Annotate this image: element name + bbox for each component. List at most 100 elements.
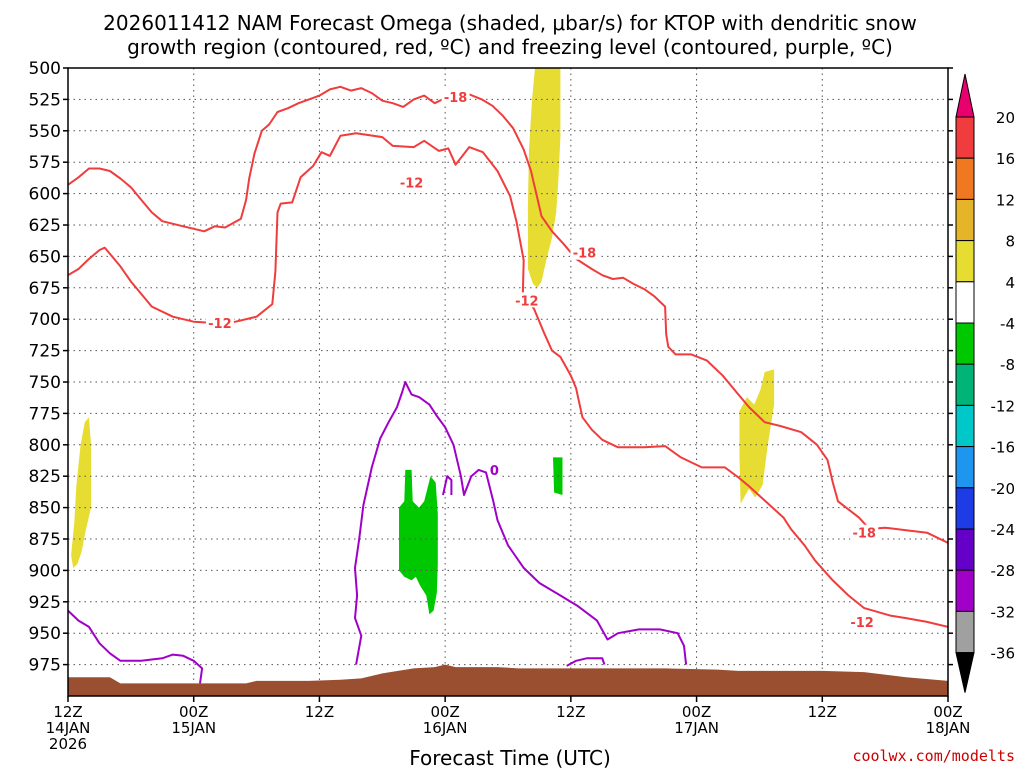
contour-label-bg-7 [488,461,501,477]
x-tick-label-3-1: 00Z [430,703,459,721]
colorbar-segment-4 [955,281,975,324]
contour-label-5: -18 [852,527,876,542]
colorbar-label-13: -36 [991,645,1016,663]
colorbar-segment-7 [955,404,975,448]
y-tick-label-700: 700 [29,310,61,330]
y-tick-label-775: 775 [29,404,61,424]
colorbar-label-9: -20 [991,480,1016,498]
chart-title-line1: 2026011412 NAM Forecast Omega (shaded, μ… [103,11,917,35]
contour-label-bg-0 [205,314,234,330]
x-tick-label-6-1: 12Z [808,703,837,721]
y-tick-label-850: 850 [29,499,61,519]
contour-label-bg-2 [441,88,470,104]
freezing-0-surface [566,657,606,667]
x-tick-label-1-1: 00Z [179,703,208,721]
colorbar-label-3: 8 [1005,233,1015,251]
colorbar-segment-12 [955,610,975,654]
y-tick-label-525: 525 [29,90,61,110]
x-tick-label-0-3: 2026 [49,735,87,753]
freezing-0-small-loop [442,475,453,496]
y-tick-label-750: 750 [29,373,61,393]
y-tick-label-575: 575 [29,153,61,173]
y-axis: 500 525 550 575 600 625 650 675 700 725 750 775 800 8… [29,59,953,676]
contour-label-0: -12 [208,317,232,332]
colorbar-segment-8 [955,446,975,489]
colorbar-label-0: 20 [996,109,1015,127]
chart-title-line2: growth region (contoured, red, ºC) and f… [127,35,893,59]
contour-layer [68,85,948,684]
colorbar-segment-1 [955,157,975,200]
contour-label-6: -12 [850,616,874,631]
contour-label-1: -12 [400,176,424,191]
omega-yellow-early [71,417,91,568]
colorbar-top-triangle [955,73,975,118]
x-tick-label-2-1: 12Z [305,703,334,721]
omega-yellow-late [739,369,775,504]
x-tick-label-5-1: 00Z [682,703,711,721]
y-tick-label-625: 625 [29,216,61,236]
x-tick-label-5-2: 17JAN [674,719,719,737]
contour-label-layer: -12 -12 -18 -18 -12 -18 -12 0 [205,88,879,631]
omega-shading-layer [71,68,775,615]
dgz-minus12-line [68,132,948,628]
colorbar-label-5: -4 [1000,315,1015,333]
omega-green-main [399,469,438,615]
y-tick-label-725: 725 [29,342,61,362]
contour-label-2: -18 [444,91,468,106]
colorbar-segment-6 [955,363,975,406]
y-tick-label-950: 950 [29,624,61,644]
terrain-fill [68,664,948,696]
y-tick-label-800: 800 [29,436,61,456]
x-tick-label-0-2: 14JAN [46,719,91,737]
y-tick-label-650: 650 [29,247,61,267]
contour-label-bg-1 [397,174,426,190]
x-tick-label-1-2: 15JAN [171,719,216,737]
x-axis-title: Forecast Time (UTC) [409,746,611,768]
colorbar-segment-10 [955,528,975,571]
colorbar-segment-11 [955,569,975,612]
colorbar-segment-5 [955,322,975,365]
contour-label-3: -18 [573,247,597,262]
y-tick-label-875: 875 [29,530,61,550]
dgz-minus12-upper [68,85,948,544]
contour-label-bg-5 [850,524,879,540]
colorbar-label-4: 4 [1005,274,1015,292]
y-tick-label-900: 900 [29,561,61,581]
grid-lines [68,68,948,696]
y-tick-label-825: 825 [29,467,61,487]
colorbar-label-12: -32 [991,603,1016,621]
contour-label-bg-6 [848,613,877,629]
y-tick-label-675: 675 [29,279,61,299]
y-tick-label-925: 925 [29,593,61,613]
colorbar-label-7: -12 [991,397,1016,415]
colorbar-segment-2 [955,198,975,242]
y-tick-label-550: 550 [29,122,61,142]
contour-label-bg-3 [570,244,599,260]
terrain-layer [68,664,948,696]
colorbar-label-10: -24 [991,521,1016,539]
colorbar-label-6: -8 [1000,356,1015,374]
freezing-0-main [354,381,688,665]
y-tick-label-500: 500 [29,59,61,79]
x-tick-label-7-2: 18JAN [926,719,971,737]
colorbar: 20 16 12 8 4 -4 -8 -12 -16 -20 -24 -28 -32 -36 [955,73,1016,693]
freezing-0-left [68,609,204,684]
credit-text: coolwx.com/modelts [852,747,1015,765]
contour-label-bg-4 [512,292,541,308]
colorbar-segment-9 [955,487,975,530]
y-tick-label-975: 975 [29,656,61,676]
y-tick-label-600: 600 [29,185,61,205]
colorbar-segment-0 [955,116,975,159]
colorbar-label-2: 12 [996,191,1015,209]
x-tick-label-7-1: 00Z [933,703,962,721]
colorbar-segment-3 [955,240,975,283]
contour-label-4: -12 [515,294,539,309]
x-tick-label-3-2: 16JAN [423,719,468,737]
colorbar-bottom-triangle [955,652,975,693]
colorbar-label-11: -28 [991,562,1016,580]
x-tick-label-0-1: 12Z [53,703,82,721]
colorbar-label-8: -16 [991,439,1016,457]
colorbar-label-1: 16 [996,150,1015,168]
